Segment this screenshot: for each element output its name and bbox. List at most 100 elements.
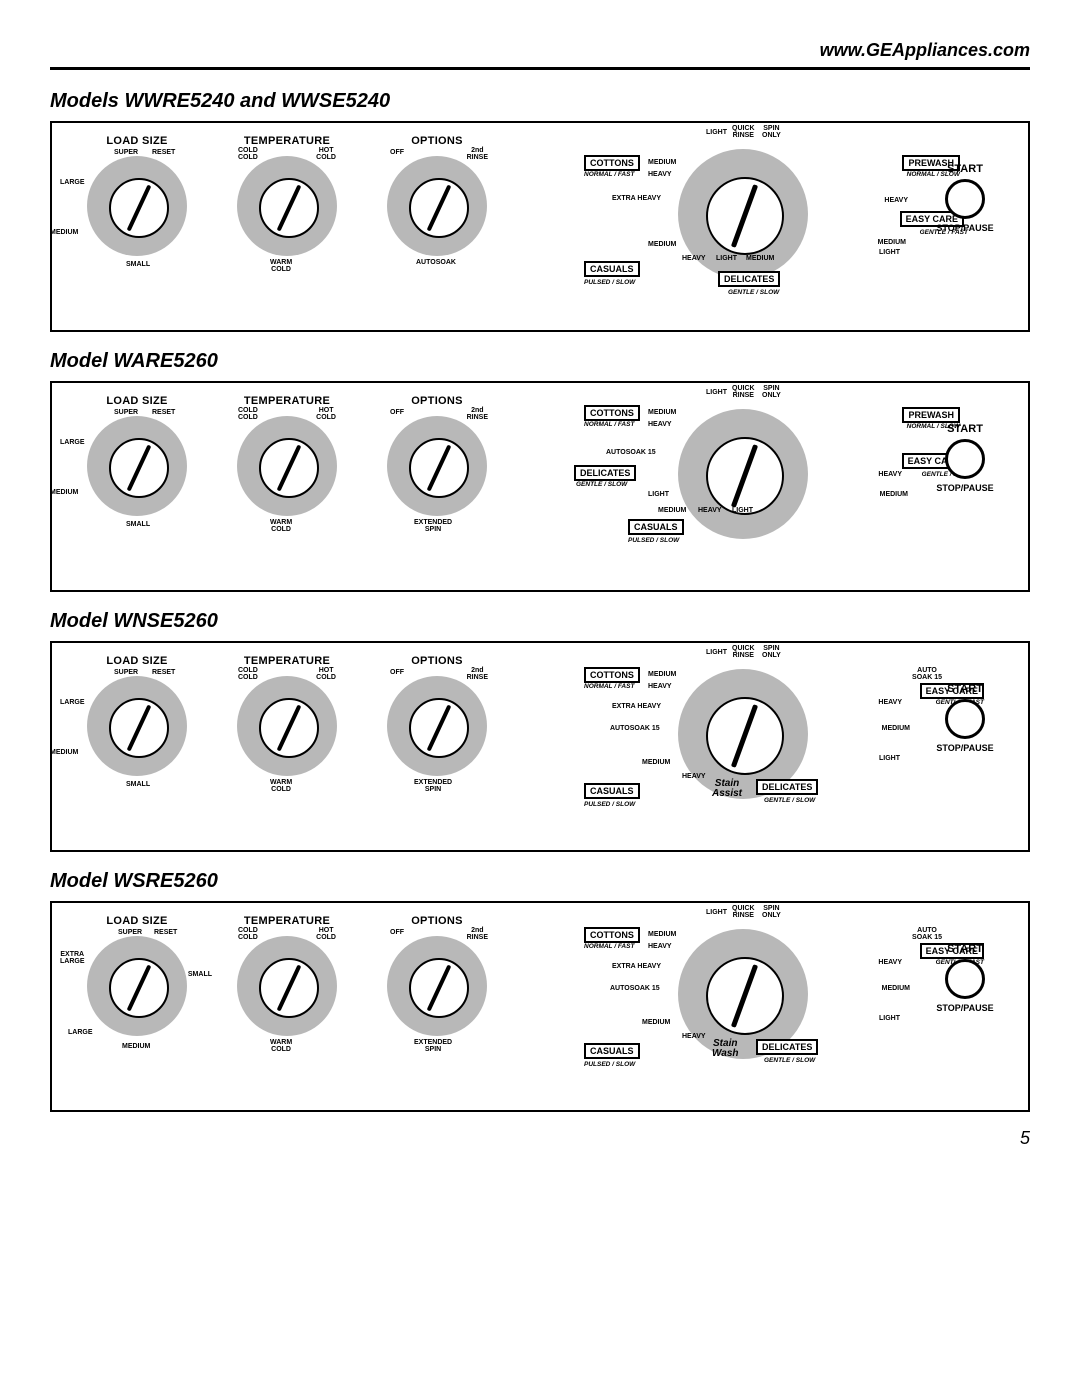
load-size-dial: LOAD SIZE SUPERRESETLARGEMEDIUMSMALL bbox=[72, 655, 202, 781]
label: EXTRALARGE bbox=[60, 951, 85, 965]
cycle-label: AUTOSOAK 15 bbox=[912, 667, 942, 681]
options-knob[interactable] bbox=[409, 438, 469, 498]
cycle-sublabel: GENTLE / SLOW bbox=[728, 289, 779, 296]
label: AUTOSOAK bbox=[416, 259, 456, 266]
cycle-label: EXTRA HEAVY bbox=[612, 703, 661, 710]
cycle-label: QUICKRINSE bbox=[732, 905, 755, 919]
cycle-label: MEDIUM bbox=[882, 985, 910, 992]
label: 2ndRINSE bbox=[467, 147, 488, 161]
page-number: 5 bbox=[50, 1128, 1030, 1149]
options-knob[interactable] bbox=[409, 698, 469, 758]
options-dial: OPTIONS OFF 2ndRINSE AUTOSOAK bbox=[372, 135, 502, 261]
temperature-knob[interactable] bbox=[259, 178, 319, 238]
cycle-label: MEDIUM bbox=[746, 255, 774, 262]
temperature-knob[interactable] bbox=[259, 438, 319, 498]
cycle-label: MEDIUM bbox=[648, 931, 676, 938]
start-button[interactable] bbox=[945, 439, 985, 479]
load-size-knob[interactable] bbox=[109, 438, 169, 498]
start-button[interactable] bbox=[945, 699, 985, 739]
label: WARMCOLD bbox=[270, 779, 292, 793]
label: MEDIUM bbox=[50, 749, 78, 756]
label: OFF bbox=[390, 929, 404, 936]
start-button[interactable] bbox=[945, 959, 985, 999]
cycle-label: LIGHT bbox=[879, 1015, 900, 1022]
cycle-sublabel: PULSED / SLOW bbox=[628, 537, 679, 544]
temperature-knob[interactable] bbox=[259, 698, 319, 758]
label: MEDIUM bbox=[122, 1043, 150, 1050]
temperature-dial: TEMPERATURE COLDCOLD HOTCOLD WARMCOLD bbox=[222, 915, 352, 1041]
cycle-knob[interactable] bbox=[706, 697, 784, 775]
cycle-label: LIGHT bbox=[879, 249, 900, 256]
cycle-label: EXTRA HEAVY bbox=[612, 963, 661, 970]
cycle-knob[interactable] bbox=[706, 437, 784, 515]
load-size-dial: LOAD SIZE SUPERRESETLARGEMEDIUMSMALL bbox=[72, 395, 202, 521]
cycle-sublabel: NORMAL / FAST bbox=[584, 683, 634, 690]
label: RESET bbox=[152, 669, 175, 676]
label: SUPER bbox=[114, 149, 138, 156]
options-knob[interactable] bbox=[409, 178, 469, 238]
control-panel: LOAD SIZE SUPERRESETEXTRALARGELARGEMEDIU… bbox=[50, 901, 1030, 1112]
dial-title: TEMPERATURE bbox=[222, 655, 352, 667]
label: HOTCOLD bbox=[316, 147, 336, 161]
label: SMALL bbox=[126, 521, 150, 528]
load-size-dial: LOAD SIZE SUPERRESETLARGEMEDIUMSMALL bbox=[72, 135, 202, 261]
cycle-label: LIGHT bbox=[706, 649, 727, 656]
dial-title: LOAD SIZE bbox=[72, 655, 202, 667]
temperature-knob[interactable] bbox=[259, 958, 319, 1018]
cycle-label: HEAVY bbox=[878, 699, 902, 706]
cycle-label: HEAVY bbox=[884, 197, 908, 204]
label: LARGE bbox=[60, 439, 85, 446]
cycle-label: AUTOSOAK 15 bbox=[610, 725, 660, 732]
cycle-label: HEAVY bbox=[878, 959, 902, 966]
cycle-sublabel: PULSED / SLOW bbox=[584, 801, 635, 808]
model-title: Model WSRE5260 bbox=[50, 870, 1030, 893]
dial-title: TEMPERATURE bbox=[222, 135, 352, 147]
cycle-label: HEAVY bbox=[682, 255, 706, 262]
cycle-sublabel: PULSED / SLOW bbox=[584, 1061, 635, 1068]
load-size-knob[interactable] bbox=[109, 958, 169, 1018]
cycle-tag: DELICATES bbox=[756, 779, 818, 795]
load-size-knob[interactable] bbox=[109, 698, 169, 758]
stop-pause-label: STOP/PAUSE bbox=[920, 1003, 1010, 1013]
load-size-dial: LOAD SIZE SUPERRESETEXTRALARGELARGEMEDIU… bbox=[72, 915, 202, 1041]
label: SUPER bbox=[114, 409, 138, 416]
dial-title: LOAD SIZE bbox=[72, 915, 202, 927]
cycle-label: MEDIUM bbox=[882, 725, 910, 732]
label: 2ndRINSE bbox=[467, 407, 488, 421]
control-panel: LOAD SIZE SUPERRESETLARGEMEDIUMSMALL TEM… bbox=[50, 641, 1030, 852]
cycle-label: MEDIUM bbox=[658, 507, 686, 514]
start-label: START bbox=[920, 943, 1010, 955]
label: MEDIUM bbox=[50, 229, 78, 236]
cycle-dial: COTTONSMEDIUMNORMAL / FASTHEAVYEXTRA HEA… bbox=[588, 131, 898, 311]
cycle-label: QUICKRINSE bbox=[732, 645, 755, 659]
label: RESET bbox=[154, 929, 177, 936]
dial-title: OPTIONS bbox=[372, 655, 502, 667]
cycle-dial: COTTONSMEDIUMNORMAL / FASTHEAVYEXTRA HEA… bbox=[588, 651, 898, 831]
cycle-label: MEDIUM bbox=[648, 241, 676, 248]
load-size-knob[interactable] bbox=[109, 178, 169, 238]
stain-label: StainWash bbox=[712, 1039, 739, 1059]
start-area: START STOP/PAUSE bbox=[920, 943, 1010, 1013]
label: LARGE bbox=[60, 699, 85, 706]
cycle-tag: DELICATES bbox=[756, 1039, 818, 1055]
start-area: START STOP/PAUSE bbox=[920, 423, 1010, 493]
cycle-tag: CASUALS bbox=[584, 261, 640, 277]
cycle-label: SPINONLY bbox=[762, 645, 781, 659]
cycle-tag: COTTONS bbox=[584, 155, 640, 171]
start-label: START bbox=[920, 683, 1010, 695]
start-label: START bbox=[920, 163, 1010, 175]
cycle-sublabel: GENTLE / SLOW bbox=[764, 1057, 815, 1064]
options-dial: OPTIONS OFF 2ndRINSE EXTENDEDSPIN bbox=[372, 655, 502, 781]
cycle-sublabel: NORMAL / FAST bbox=[584, 421, 634, 428]
cycle-label: MEDIUM bbox=[880, 491, 908, 498]
dial-title: LOAD SIZE bbox=[72, 395, 202, 407]
cycle-knob[interactable] bbox=[706, 177, 784, 255]
label: COLDCOLD bbox=[238, 667, 258, 681]
cycle-label: SPINONLY bbox=[762, 385, 781, 399]
options-knob[interactable] bbox=[409, 958, 469, 1018]
start-area: START STOP/PAUSE bbox=[920, 683, 1010, 753]
cycle-knob[interactable] bbox=[706, 957, 784, 1035]
cycle-label: LIGHT bbox=[706, 129, 727, 136]
start-button[interactable] bbox=[945, 179, 985, 219]
label: COLDCOLD bbox=[238, 927, 258, 941]
